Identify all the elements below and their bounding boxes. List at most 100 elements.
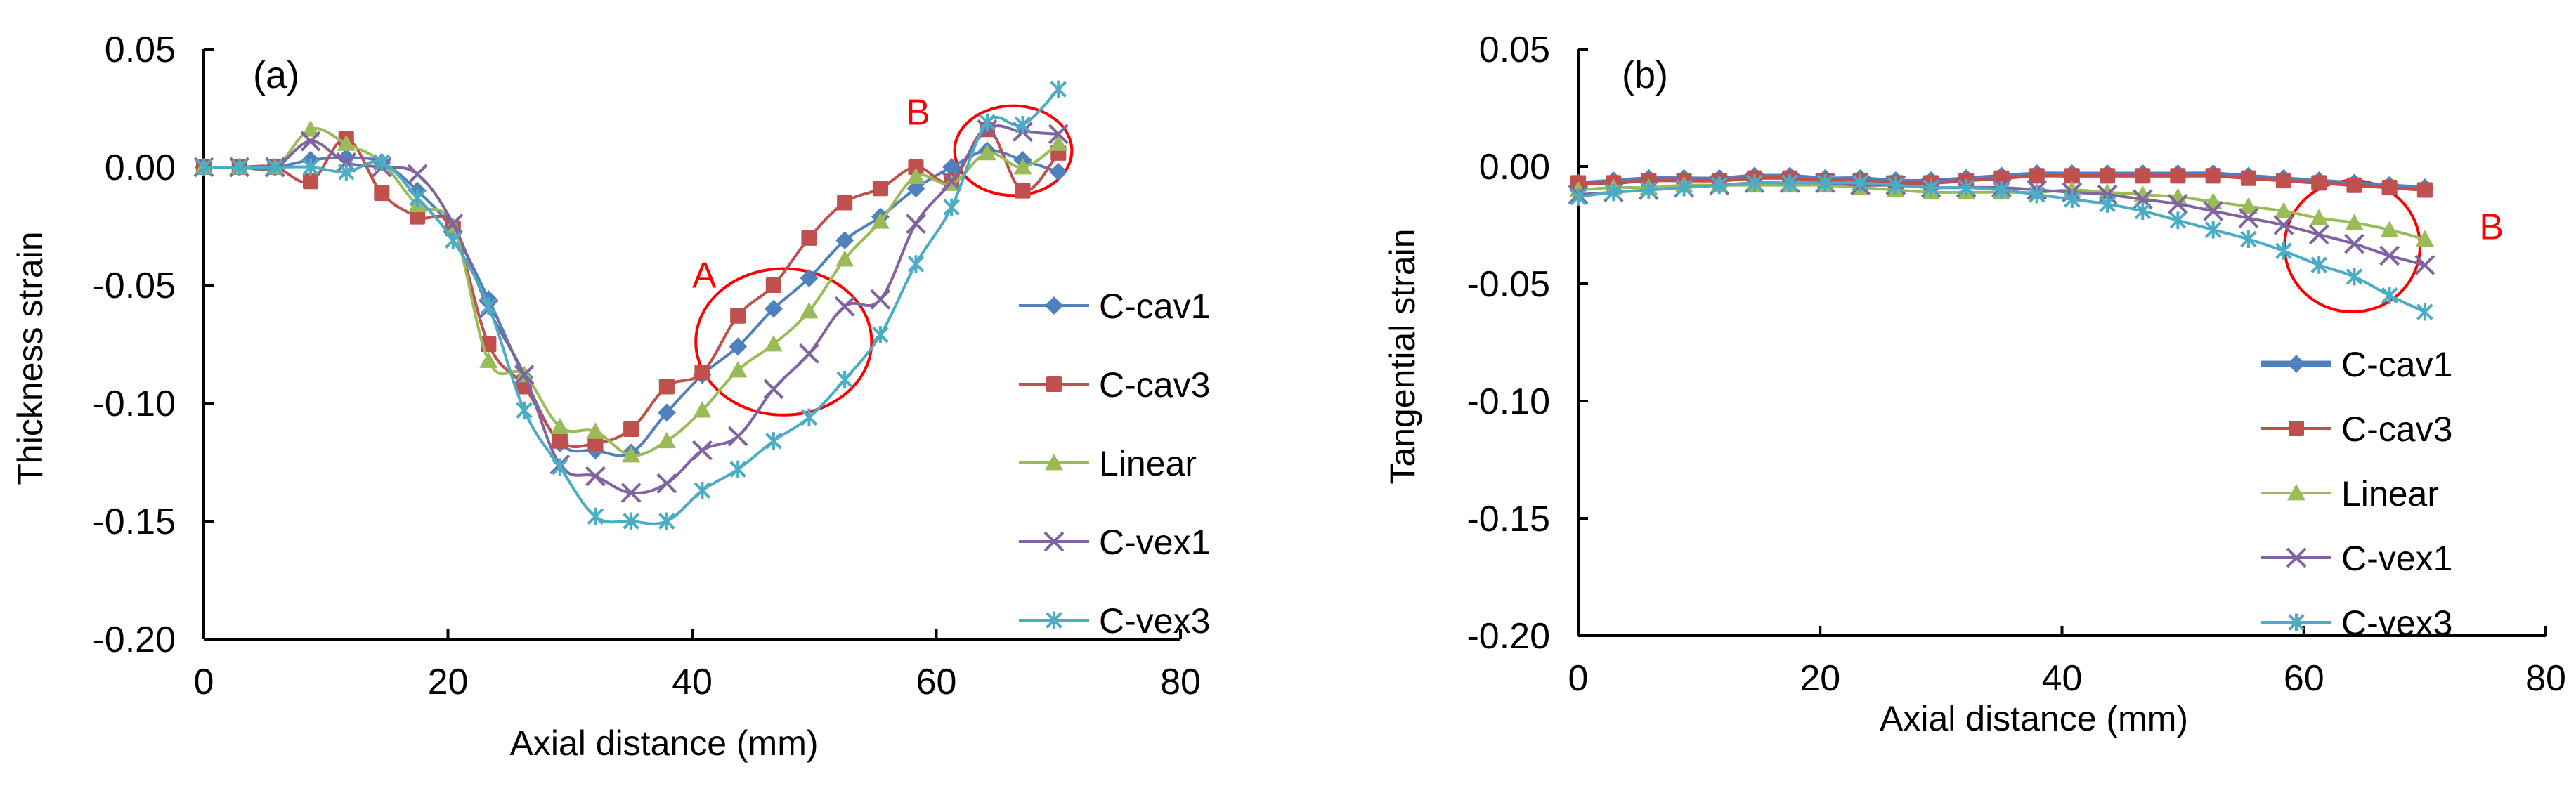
- data-point-linear: [337, 134, 356, 151]
- x-axis-title-a: Axial distance (mm): [510, 723, 819, 763]
- x-tick-label-b: 80: [2525, 658, 2566, 699]
- data-point-c-vex3: [2310, 256, 2328, 274]
- data-point-linear: [479, 351, 498, 368]
- data-point-linear: [977, 143, 996, 161]
- legend-label: C-cav1: [1099, 287, 1210, 326]
- legend-label: C-vex3: [1099, 601, 1210, 641]
- thickness-strain-chart: A B 0.05 0.00 -0.05 -0.10 -0.15 -0.20 0 20 40 60 80…: [11, 30, 1210, 763]
- data-point-c-cav1: [942, 158, 961, 176]
- y-tick-label-a: -0.20: [92, 620, 176, 660]
- data-point-c-vex3: [1852, 173, 1869, 192]
- data-point-c-cav3: [410, 209, 426, 225]
- data-point-c-cav3: [2416, 182, 2433, 198]
- data-point-c-vex1: [941, 171, 962, 192]
- y-tick-label-a: -0.10: [92, 384, 176, 424]
- data-point-c-vex1: [799, 343, 819, 364]
- data-point-c-vex1: [2308, 224, 2329, 245]
- legend-marker: [2288, 420, 2305, 437]
- data-point-linear: [1013, 158, 1032, 175]
- y-tick-label-a: 0.00: [105, 148, 176, 188]
- series-line-c-vex3: [1578, 181, 2426, 313]
- data-point-c-vex3: [195, 158, 212, 176]
- data-point-c-vex3: [2028, 185, 2045, 204]
- chart-a-svg: A B 0.05 0.00 -0.05 -0.10 -0.15 -0.20 0 20 40 60 80…: [11, 30, 1210, 763]
- y-tick-label-b: 0.00: [1479, 147, 1550, 188]
- data-point-c-vex3: [1711, 176, 1728, 195]
- legend-marker: [2288, 613, 2305, 631]
- data-point-c-cav3: [2346, 177, 2362, 193]
- data-point-c-vex3: [444, 231, 462, 249]
- legend-marker: [1045, 296, 1063, 315]
- data-point-c-cav3: [2170, 168, 2186, 184]
- annotation-a: A: [692, 255, 717, 296]
- data-point-c-cav1: [906, 179, 925, 198]
- legend-marker: [2287, 355, 2305, 373]
- legend-marker: [2287, 484, 2305, 501]
- legend-label: C-cav3: [1099, 365, 1210, 405]
- series-linear: [195, 120, 1068, 463]
- data-point-linear: [729, 360, 748, 378]
- legend-marker: [1046, 376, 1062, 393]
- data-point-c-cav3: [2135, 168, 2151, 184]
- y-axis-title-b: Tangential strain: [1383, 228, 1422, 484]
- data-point-c-vex3: [1746, 173, 1763, 192]
- data-point-c-vex1: [336, 152, 357, 173]
- legend-item-c-vex1: C-vex1: [1019, 523, 1210, 562]
- x-axis-title-b: Axial distance (mm): [1880, 699, 2188, 738]
- panel-label-b: (b): [1622, 54, 1668, 96]
- x-tick-label-b: 20: [1800, 658, 1840, 699]
- data-point-c-vex3: [480, 297, 497, 315]
- legend-label: C-vex3: [2341, 603, 2452, 643]
- tangential-strain-chart: B 0.05 0.00 -0.05 -0.10 -0.15 -0.20 0 20 40 60 80 …: [1288, 0, 2576, 786]
- data-point-c-vex1: [692, 440, 713, 461]
- data-point-c-cav3: [302, 173, 319, 190]
- y-tick-label-b: -0.20: [1466, 616, 1550, 657]
- data-point-c-cav1: [729, 337, 748, 356]
- y-tick-label-a: -0.05: [92, 266, 176, 306]
- data-point-c-vex3: [907, 255, 925, 273]
- data-point-c-vex3: [836, 370, 854, 388]
- data-point-c-vex1: [656, 473, 677, 494]
- data-point-c-vex1: [585, 466, 606, 487]
- data-point-linear: [2345, 214, 2364, 230]
- data-point-c-vex3: [1570, 188, 1587, 206]
- data-point-c-vex3: [516, 401, 533, 419]
- y-axis-title-a: Thickness strain: [11, 231, 50, 485]
- data-point-c-vex3: [1923, 178, 1939, 197]
- data-point-linear: [657, 431, 676, 449]
- x-tick-label-b: 40: [2042, 658, 2083, 699]
- data-point-c-cav3: [587, 435, 604, 452]
- x-tick-label-a: 60: [916, 662, 957, 702]
- y-tick-label-a: -0.15: [92, 502, 176, 542]
- y-tick-label-a: 0.05: [105, 30, 176, 70]
- y-tick-label-b: -0.05: [1466, 264, 1550, 305]
- data-point-c-vex3: [1605, 183, 1622, 202]
- highlight-ellipse-b: [953, 104, 1074, 197]
- data-point-c-vex3: [2099, 195, 2116, 213]
- data-point-c-vex3: [765, 432, 782, 450]
- data-point-c-cav3: [2275, 172, 2292, 189]
- legend-item-linear: Linear: [2261, 474, 2439, 513]
- data-point-c-cav3: [2099, 168, 2116, 184]
- data-point-c-vex1: [2203, 201, 2224, 221]
- data-point-c-vex3: [623, 512, 639, 530]
- data-point-c-vex3: [2063, 190, 2081, 209]
- y-tick-label-b: 0.05: [1479, 30, 1550, 70]
- data-point-linear: [550, 417, 569, 434]
- y-tick-label-b: -0.15: [1466, 499, 1550, 539]
- data-point-c-cav3: [623, 421, 639, 438]
- data-point-c-vex1: [727, 426, 748, 447]
- data-point-linear: [301, 120, 320, 137]
- data-point-c-vex1: [763, 379, 784, 400]
- data-point-c-vex3: [1675, 178, 1693, 197]
- data-point-c-vex3: [337, 163, 355, 181]
- data-point-c-vex3: [2416, 303, 2433, 321]
- legend-marker: [1043, 531, 1065, 552]
- data-point-c-vex3: [658, 512, 675, 530]
- highlight-ellipse-a: [694, 267, 873, 417]
- data-point-c-vex3: [979, 113, 996, 131]
- legend-marker: [1045, 454, 1063, 471]
- x-tick-label-a: 0: [194, 662, 214, 702]
- data-point-c-vex3: [2240, 230, 2257, 249]
- data-point-c-vex1: [2097, 184, 2118, 205]
